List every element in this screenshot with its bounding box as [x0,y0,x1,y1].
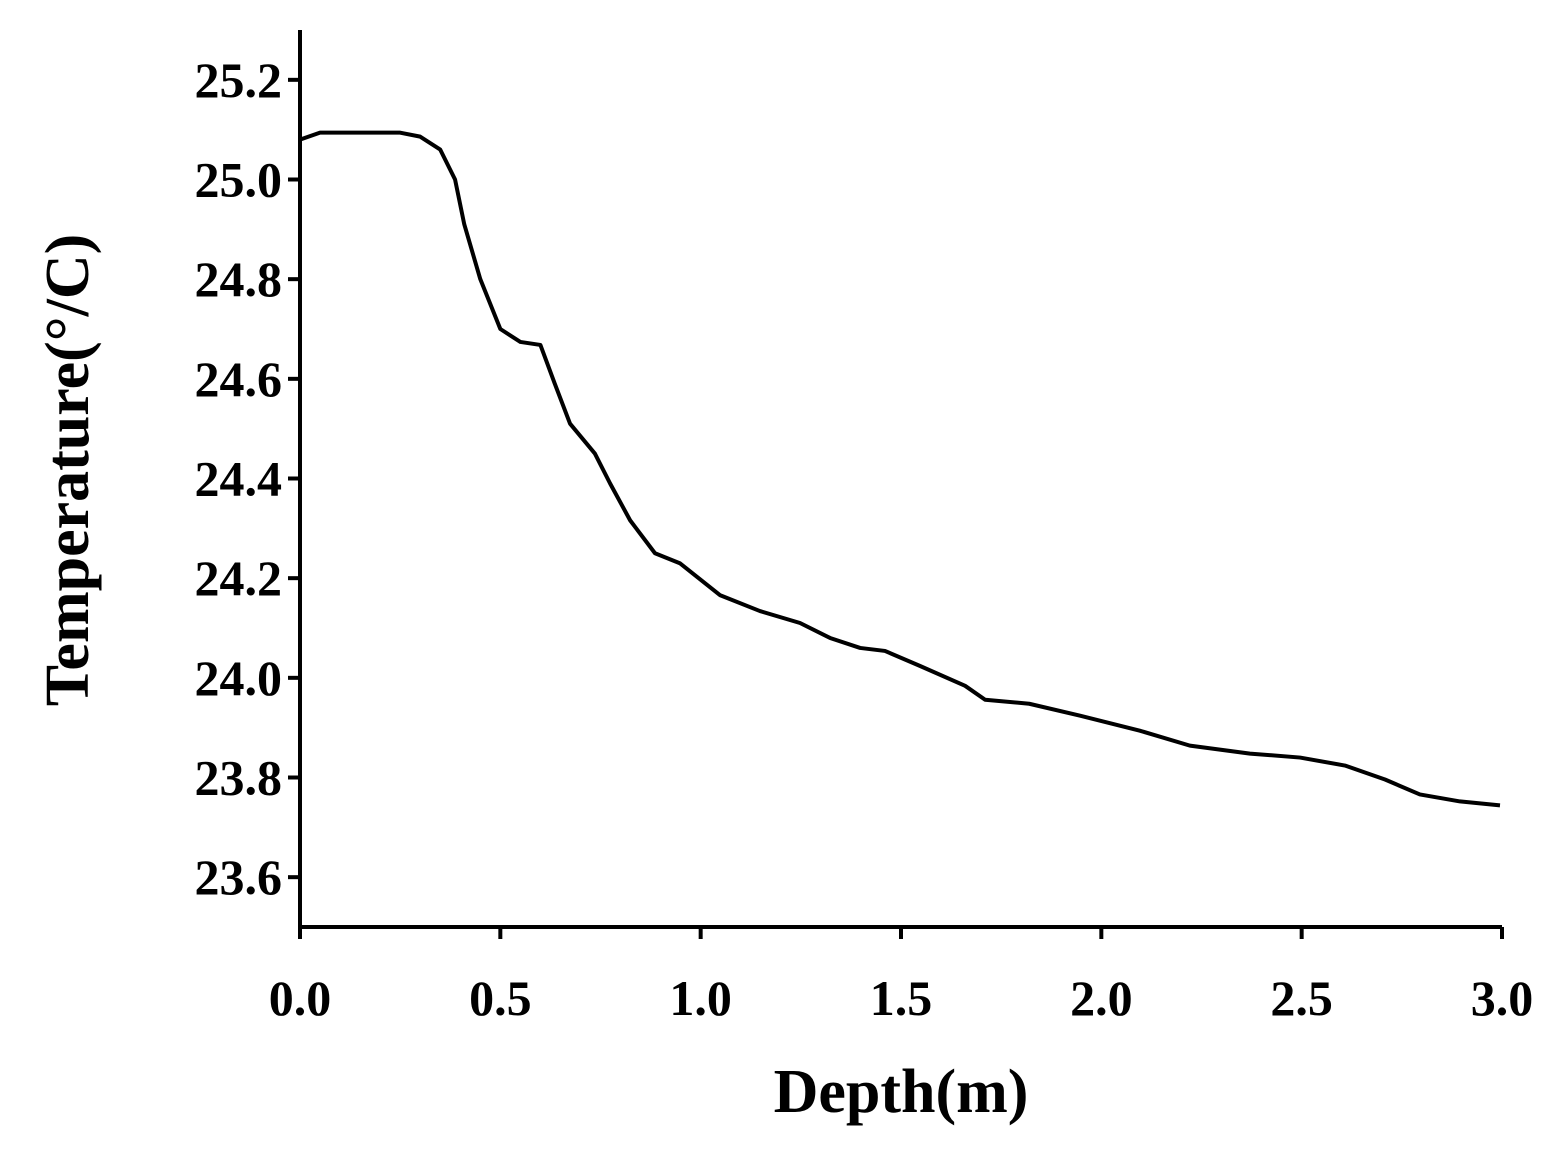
y-axis-title: Temperature(°/C) [34,234,102,706]
x-tick-label: 1.0 [669,970,732,1026]
x-tick-label: 1.5 [870,970,933,1026]
x-tick-label: 3.0 [1471,970,1534,1026]
y-tick-label: 24.6 [195,351,283,407]
y-tick-label: 24.2 [195,550,283,606]
x-tick-label: 0.0 [269,970,332,1026]
y-tick-label: 24.4 [195,451,283,507]
x-axis-title: Depth(m) [774,1058,1029,1126]
y-tick-label: 24.0 [195,650,283,706]
x-tick-label: 2.5 [1270,970,1333,1026]
y-tick-label: 23.6 [195,849,283,905]
y-tick-label: 25.2 [195,52,283,108]
x-tick-label: 2.0 [1070,970,1133,1026]
y-tick-label: 25.0 [195,152,283,208]
data-line [299,130,1501,808]
x-tick-label: 0.5 [469,970,532,1026]
y-tick-label: 23.8 [195,750,283,806]
y-tick-label: 24.8 [195,251,283,307]
